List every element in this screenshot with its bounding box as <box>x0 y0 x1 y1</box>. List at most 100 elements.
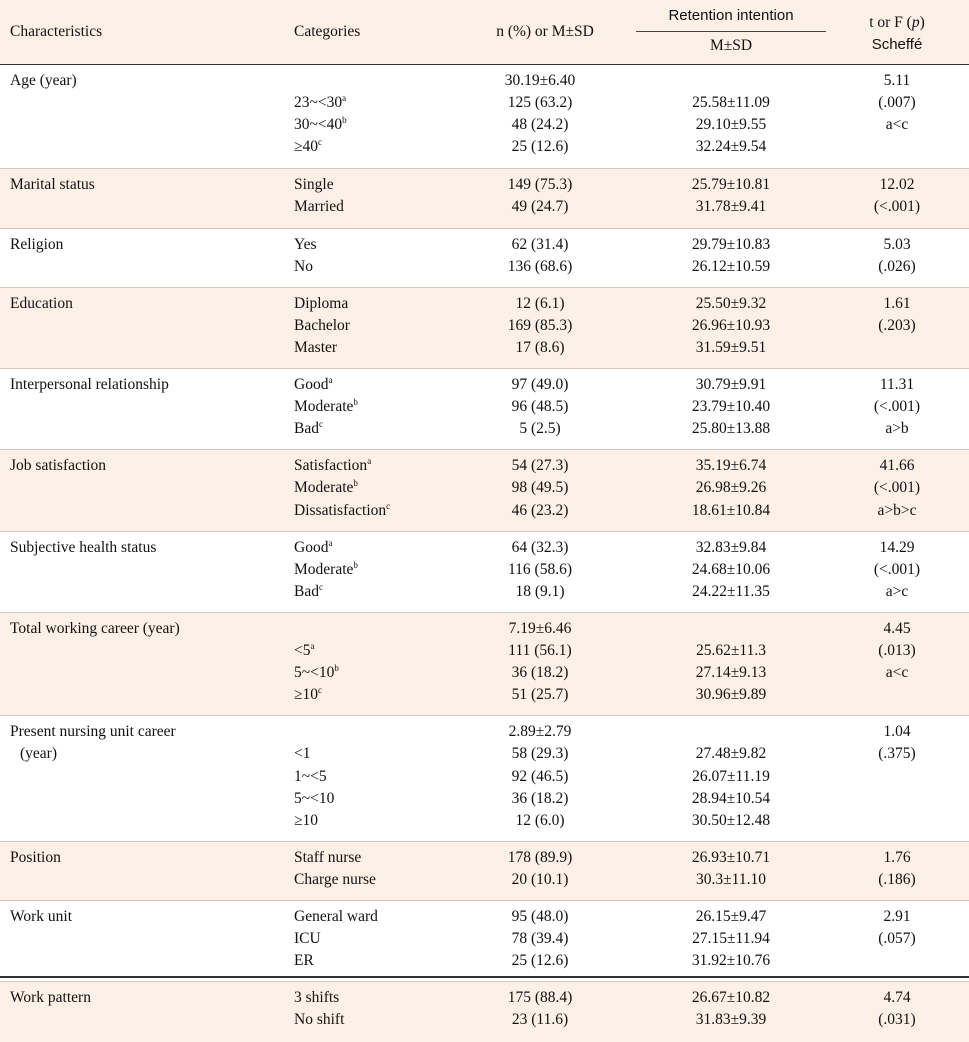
statistic-cell: 11.31 <box>879 376 915 394</box>
category-superscript: c <box>318 685 323 696</box>
category-text: Good <box>294 376 329 394</box>
n-pct-cell: 12 (6.0) <box>515 811 565 829</box>
characteristic-label: Age (year) <box>10 72 77 89</box>
row-group: Present nursing unit career (year) 2.89±2.… <box>0 715 969 842</box>
retention-msd-cell: 25.79±10.81 <box>691 176 771 194</box>
row-group: Subjective health status Gooda 64 (32.3) 32… <box>0 530 969 613</box>
category-cell: 5~<10 <box>294 788 334 810</box>
category-text: ICU <box>294 930 321 948</box>
n-pct-cell: 116 (58.6) <box>508 560 572 578</box>
row-group: Interpersonal relationship Gooda 97 (49.0)… <box>0 368 969 450</box>
statistic-cell: (.186) <box>878 870 916 888</box>
category-text: Good <box>294 538 329 556</box>
n-pct-cell: 12 (6.1) <box>515 294 565 312</box>
retention-msd-cell: 27.14±9.13 <box>695 664 767 682</box>
category-superscript: a <box>310 641 315 652</box>
retention-msd-cell: 27.15±11.94 <box>692 930 770 948</box>
category-text: Charge nurse <box>294 870 376 888</box>
n-pct-cell: 25 (12.6) <box>511 138 569 156</box>
category-text: Dissatisfaction <box>294 501 387 519</box>
retention-msd-cell: 26.15±9.47 <box>695 908 767 926</box>
statistic-cell: 14.29 <box>879 538 915 556</box>
statistic-cell: 1.04 <box>883 723 911 741</box>
retention-msd-cell: 28.94±10.54 <box>691 789 771 807</box>
retention-msd-cell: 24.68±10.06 <box>691 560 771 578</box>
n-pct-cell: 111 (56.1) <box>508 642 572 660</box>
n-pct-cell: 78 (39.4) <box>511 930 569 948</box>
category-cell: 3 shifts <box>294 987 339 1009</box>
statistic-cell: a>c <box>885 582 909 600</box>
category-cell: Yes <box>294 234 317 256</box>
category-cell: Gooda <box>294 537 332 559</box>
retention-msd-cell: 23.79±10.40 <box>691 398 771 416</box>
characteristic-label: Total working career (year) <box>10 620 180 637</box>
category-superscript: c <box>318 419 323 430</box>
statistic-cell: a<c <box>885 664 909 682</box>
category-text: Bachelor <box>294 316 350 334</box>
n-pct-cell: 46 (23.2) <box>511 501 569 519</box>
category-text: 5~<10 <box>294 664 335 682</box>
row-group: Marital status Single 149 (75.3) 25.79±10.8… <box>0 168 969 229</box>
n-pct-cell: 58 (29.3) <box>511 745 569 763</box>
n-pct-cell: 25 (12.6) <box>511 952 569 970</box>
retention-msd-cell: 30.79±9.91 <box>695 376 767 394</box>
n-pct-cell: 169 (85.3) <box>507 316 573 334</box>
retention-msd-cell: 31.83±9.39 <box>695 1011 767 1029</box>
retention-msd-cell: 26.96±10.93 <box>691 316 771 334</box>
category-superscript: b <box>353 397 358 408</box>
n-pct-cell: 54 (27.3) <box>511 457 569 475</box>
category-cell: Charge nurse <box>294 869 376 891</box>
category-text: Moderate <box>294 398 354 416</box>
header-msd: M±SD <box>709 37 753 54</box>
category-cell: Single <box>294 174 334 196</box>
n-pct-cell: 17 (8.6) <box>515 338 565 356</box>
statistic-cell: (<.001) <box>873 560 921 578</box>
category-text: ER <box>294 952 314 970</box>
category-text: Single <box>294 176 334 194</box>
row-group: Job satisfaction Satisfactiona 54 (27.3) 35… <box>0 449 969 532</box>
category-cell: Badc <box>294 418 323 440</box>
retention-msd-cell: 18.61±10.84 <box>691 501 771 519</box>
category-cell: Moderateb <box>294 477 358 499</box>
category-text: 5~<10 <box>294 789 335 807</box>
category-superscript: b <box>353 478 358 489</box>
category-text: No shift <box>294 1011 345 1029</box>
statistic-cell: 12.02 <box>879 176 915 194</box>
characteristic-label: Religion <box>10 235 64 253</box>
statistic-cell: (.031) <box>878 1011 916 1029</box>
retention-msd-cell: 30.50±12.48 <box>691 811 771 829</box>
category-superscript: c <box>386 500 391 511</box>
row-group: Religion Yes 62 (31.4) 29.79±10.83 5.03 No 136… <box>0 227 969 288</box>
category-text: ≥10 <box>294 811 319 829</box>
retention-msd-cell: 29.79±10.83 <box>691 235 771 253</box>
n-pct-cell: 49 (24.7) <box>511 198 569 216</box>
category-text: Diploma <box>294 294 349 312</box>
category-cell: 5~<10b <box>294 662 339 684</box>
retention-msd-cell: 26.12±10.59 <box>691 257 771 275</box>
category-cell: ER <box>294 950 314 972</box>
n-pct-cell: 20 (10.1) <box>511 870 569 888</box>
n-pct-cell: 7.19±6.46 <box>508 620 572 637</box>
statistic-cell: (.203) <box>878 316 916 334</box>
row-group: Education Diploma 12 (6.1) 25.50±9.32 1.61 Ba… <box>0 286 969 370</box>
statistic-cell: (.007) <box>878 94 916 112</box>
category-cell: Married <box>294 196 344 218</box>
characteristic-label: Job satisfaction <box>10 457 106 475</box>
category-cell: 1~<5 <box>294 766 327 788</box>
statistic-cell: (.026) <box>878 257 916 275</box>
statistic-cell: 5.03 <box>883 235 911 253</box>
n-pct-cell: 36 (18.2) <box>511 664 569 682</box>
category-cell: Master <box>294 337 337 359</box>
characteristic-label: Education <box>10 294 73 312</box>
n-pct-cell: 2.89±2.79 <box>508 723 572 741</box>
category-cell: Bachelor <box>294 315 350 337</box>
retention-msd-cell: 26.98±9.26 <box>695 479 767 497</box>
category-text: Bad <box>294 582 319 600</box>
statistic-cell: 41.66 <box>879 457 915 475</box>
category-text: Master <box>294 338 338 356</box>
statistic-cell: (.375) <box>878 745 916 763</box>
n-pct-cell: 97 (49.0) <box>511 376 569 394</box>
retention-msd-cell: 24.22±11.35 <box>692 582 770 600</box>
row-group: Work pattern 3 shifts 175 (88.4) 26.67±10.8… <box>0 981 969 1042</box>
n-pct-cell: 18 (9.1) <box>515 582 565 600</box>
